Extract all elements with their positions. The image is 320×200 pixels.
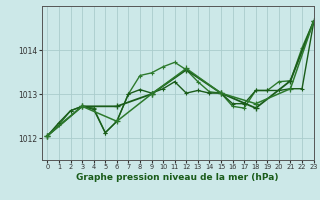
X-axis label: Graphe pression niveau de la mer (hPa): Graphe pression niveau de la mer (hPa) [76,173,279,182]
